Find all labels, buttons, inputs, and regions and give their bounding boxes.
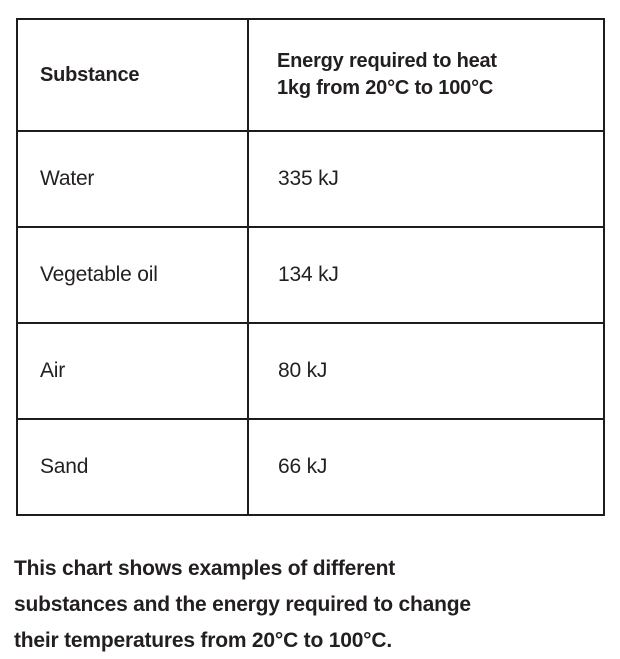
substance-cell: Sand bbox=[16, 418, 249, 516]
substance-cell: Vegetable oil bbox=[16, 226, 249, 324]
header-substance: Substance bbox=[16, 18, 249, 132]
header-substance-label: Substance bbox=[40, 63, 140, 86]
table-row: Water 335 kJ bbox=[16, 130, 605, 228]
caption-line: This chart shows examples of different bbox=[14, 557, 395, 580]
header-energy-line2: 1kg from 20°C to 100°C bbox=[277, 77, 494, 99]
table-row: Sand 66 kJ bbox=[16, 418, 605, 516]
header-energy-line1: Energy required to heat bbox=[277, 50, 497, 72]
energy-table: Substance Energy required to heat 1kg fr… bbox=[16, 18, 605, 516]
table-row: Air 80 kJ bbox=[16, 322, 605, 420]
caption-line: their temperatures from 20°C to 100°C. bbox=[14, 629, 392, 652]
table-row: Vegetable oil 134 kJ bbox=[16, 226, 605, 324]
caption-line: substances and the energy required to ch… bbox=[14, 593, 471, 616]
energy-cell: 66 kJ bbox=[247, 418, 605, 516]
substance-cell: Air bbox=[16, 322, 249, 420]
header-energy: Energy required to heat 1kg from 20°C to… bbox=[247, 18, 605, 132]
energy-cell: 80 kJ bbox=[247, 322, 605, 420]
energy-cell: 134 kJ bbox=[247, 226, 605, 324]
substance-cell: Water bbox=[16, 130, 249, 228]
energy-cell: 335 kJ bbox=[247, 130, 605, 228]
table-header-row: Substance Energy required to heat 1kg fr… bbox=[16, 18, 605, 132]
caption: This chart shows examples of different s… bbox=[14, 551, 604, 659]
